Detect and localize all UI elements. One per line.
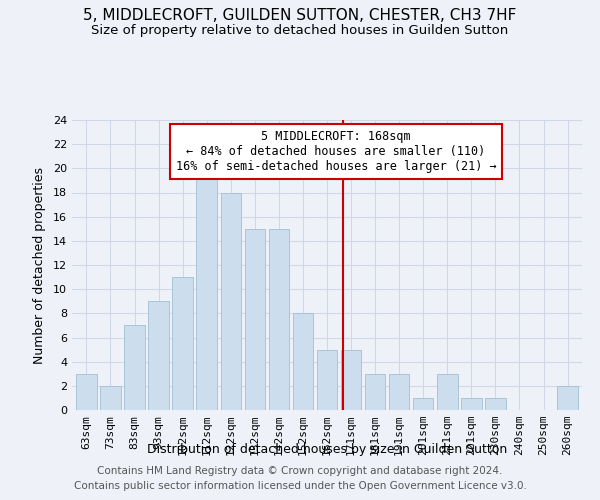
Bar [389,374,409,410]
Bar [461,398,482,410]
Bar [317,350,337,410]
Text: Distribution of detached houses by size in Guilden Sutton: Distribution of detached houses by size … [147,442,507,456]
Bar [124,326,145,410]
Text: Contains public sector information licensed under the Open Government Licence v3: Contains public sector information licen… [74,481,526,491]
Y-axis label: Number of detached properties: Number of detached properties [33,166,46,364]
Text: Contains HM Land Registry data © Crown copyright and database right 2024.: Contains HM Land Registry data © Crown c… [97,466,503,476]
Bar [172,277,193,410]
Bar [341,350,361,410]
Bar [196,168,217,410]
Bar [76,374,97,410]
Bar [269,229,289,410]
Bar [365,374,385,410]
Bar [437,374,458,410]
Bar [413,398,433,410]
Bar [148,301,169,410]
Text: 5, MIDDLECROFT, GUILDEN SUTTON, CHESTER, CH3 7HF: 5, MIDDLECROFT, GUILDEN SUTTON, CHESTER,… [83,8,517,22]
Bar [293,314,313,410]
Bar [245,229,265,410]
Bar [221,192,241,410]
Bar [485,398,506,410]
Bar [557,386,578,410]
Text: Size of property relative to detached houses in Guilden Sutton: Size of property relative to detached ho… [91,24,509,37]
Text: 5 MIDDLECROFT: 168sqm
← 84% of detached houses are smaller (110)
16% of semi-det: 5 MIDDLECROFT: 168sqm ← 84% of detached … [176,130,496,172]
Bar [100,386,121,410]
